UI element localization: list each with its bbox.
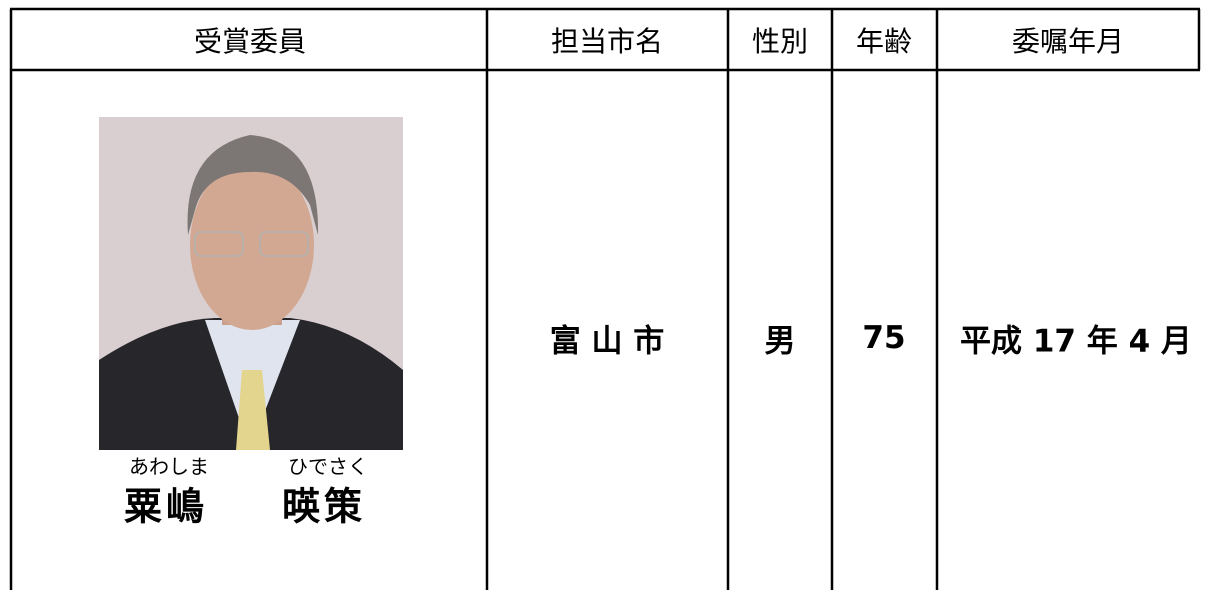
header-cell: 受賞委員 bbox=[193, 25, 307, 58]
family-name: 粟嶋 bbox=[123, 484, 209, 529]
table-lines bbox=[9, 7, 1201, 590]
sex-cell: 男 bbox=[764, 323, 796, 360]
given-name: 暎策 bbox=[281, 484, 367, 529]
portrait-photo bbox=[99, 117, 403, 450]
city-cell: 富 山 市 bbox=[549, 323, 665, 360]
name-reading: あわしま bbox=[129, 454, 209, 479]
header-cell: 委嘱年月 bbox=[1011, 25, 1125, 58]
header-cell: 性別 bbox=[751, 25, 809, 58]
age-cell: 75 bbox=[862, 320, 906, 356]
header-cell: 年齢 bbox=[855, 25, 913, 58]
name-reading: ひでさく bbox=[288, 454, 368, 479]
appointed-cell: 平成 17 年 4 月 bbox=[960, 323, 1192, 360]
header-cell: 担当市名 bbox=[550, 25, 664, 58]
